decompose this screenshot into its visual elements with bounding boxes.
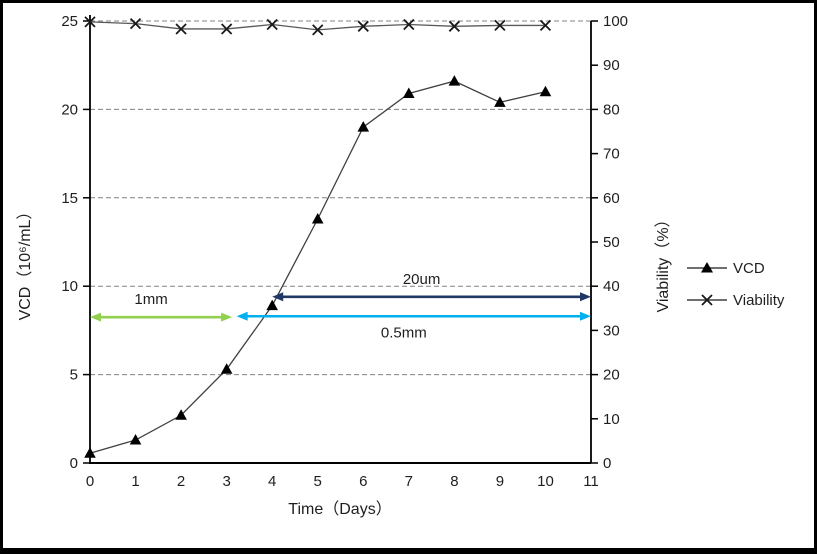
x-axis-title: Time（Days） [288,500,391,518]
left-axis-tick-label-25: 25 [61,13,78,30]
annotation-1mm: 1mm [90,291,233,322]
vcd-marker-day-6 [357,121,370,132]
viability-marker-day-6 [357,20,369,32]
annotation-arrowhead-left-20um [272,292,284,302]
viability-marker-day-8 [448,20,461,32]
x-axis-tick-label-9: 9 [496,473,504,490]
right-axis-tick-label-10: 10 [603,411,620,428]
axes [89,15,592,464]
right-axis-tick-label-60: 60 [603,190,620,207]
right-axis-tick-label-30: 30 [603,322,620,339]
viability-marker-day-9 [494,19,506,32]
viability-marker-day-5 [312,24,324,36]
vcd-marker-day-8 [448,75,461,86]
vcd-marker-day-3 [220,363,233,374]
vcd-marker-day-9 [494,96,506,107]
right-axis-tick-label-80: 80 [603,101,620,118]
vcd-marker-day-7 [403,87,415,98]
viability-marker-day-0 [84,16,96,28]
annotation-label-20um: 20um [403,271,441,288]
vcd-marker-day-2 [175,409,187,420]
vcd-marker-day-4 [266,299,278,311]
x-axis-tick-label-8: 8 [450,473,458,490]
vcd-triangle-marker-icon [701,262,713,273]
annotation-arrowhead-left-1mm [90,312,101,322]
right-axis-title: Viability（%） [654,211,672,312]
viability-marker-day-10 [539,19,552,32]
annotation-arrowhead-right-20um [580,292,591,302]
legend-label-vcd: VCD [733,260,765,277]
legend-label-viability: Viability [733,292,785,309]
annotation-0.5mm: 0.5mm [236,311,591,341]
left-axis-tick-label-20: 20 [61,101,78,118]
vcd-series-line [89,80,546,454]
annotation-label-0.5mm: 0.5mm [381,324,427,341]
right-axis-tick-label-40: 40 [603,278,620,295]
right-axis-tick-label-0: 0 [603,455,611,472]
right-axis-tick-label-20: 20 [603,367,620,384]
x-axis-tick-label-5: 5 [314,473,322,490]
x-axis-tick-label-1: 1 [131,473,139,490]
x-axis-tick-label-4: 4 [268,473,276,490]
x-axis-tick-label-7: 7 [405,473,413,490]
data-series [84,16,552,458]
left-axis-title: VCD（10⁶/mL） [16,204,34,321]
x-axis-tick-label-11: 11 [583,473,599,490]
viability-marker-day-3 [220,23,233,35]
left-axis-tick-label-0: 0 [70,455,78,472]
viability-marker-day-7 [403,18,415,31]
viability-marker-day-4 [266,18,278,31]
axis-tick-labels: 0 5 10 15 20 25 0 10 20 30 40 50 60 70 80 90 100 0 1 2 3 4 5 6 7… [61,13,628,490]
right-axis-tick-label-70: 70 [603,146,620,163]
x-axis-tick-label-3: 3 [222,473,230,490]
x-axis-tick-label-6: 6 [359,473,367,490]
left-axis-tick-label-5: 5 [70,367,78,384]
vcd-marker-day-1 [129,434,142,445]
annotation-label-1mm: 1mm [134,291,167,308]
left-axis-tick-label-10: 10 [61,278,78,295]
x-axis-tick-label-0: 0 [86,473,94,490]
right-axis-tick-label-90: 90 [603,57,620,74]
annotation-arrowhead-right-0.5mm [580,311,591,321]
annotation-arrowhead-right-1mm [221,312,233,322]
viability-marker-day-1 [129,18,142,30]
gridlines [90,20,591,376]
viability-x-marker-icon [701,294,713,306]
annotation-arrowhead-left-0.5mm [236,311,248,321]
viability-marker-day-2 [175,23,187,35]
x-axis-tick-label-2: 2 [177,473,185,490]
measurement-annotations: 1mm 20um 0.5mm [90,271,591,341]
legend-item-viability: Viability [687,292,785,309]
annotation-20um: 20um [272,271,591,302]
legend: VCD Viability [687,260,785,309]
vcd-marker-day-10 [539,85,552,97]
vcd-marker-day-5 [311,213,324,224]
axis-ticks [83,20,598,464]
legend-item-vcd: VCD [687,260,765,277]
right-axis-tick-label-100: 100 [603,13,628,30]
right-axis-tick-label-50: 50 [603,234,620,251]
x-axis-tick-label-10: 10 [537,473,554,490]
left-axis-tick-label-15: 15 [61,190,78,207]
vcd-marker-day-0 [84,447,96,458]
